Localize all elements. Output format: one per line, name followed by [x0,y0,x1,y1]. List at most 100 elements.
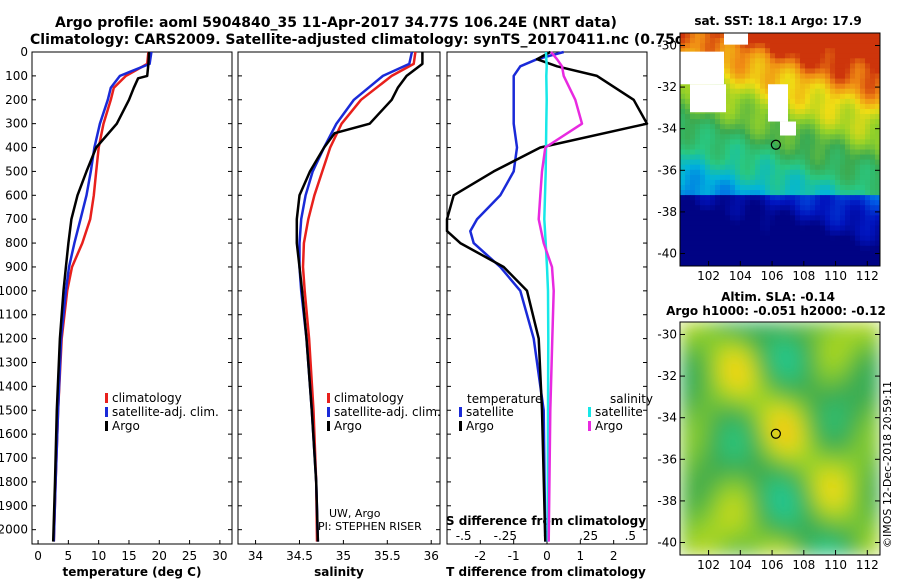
heatmap-cell [820,179,826,186]
heatmap-cell [815,78,821,85]
heatmap-cell [835,58,841,64]
heatmap-cell [825,83,831,90]
heatmap-cell [864,353,873,362]
heatmap-cell [770,144,776,151]
heatmap-cell [725,260,731,266]
heatmap-cell [726,477,735,486]
heatmap-cell [687,407,696,416]
heatmap-cell [795,134,801,140]
heatmap-cell [830,98,836,105]
heatmap-cell [726,539,735,548]
heatmap-cell [865,33,871,39]
heatmap-cell [850,83,856,90]
heatmap-cell [800,43,806,49]
heatmap-cell [725,108,731,115]
heatmap-cell [749,337,758,346]
heatmap-cell [765,103,771,110]
heatmap-cell [680,205,686,211]
heatmap-cell [726,322,735,331]
heatmap-cell [680,230,686,237]
heatmap-cell [780,446,789,455]
heatmap-cell [740,245,746,252]
heatmap-cell [718,477,727,486]
heatmap-cell [718,485,727,494]
heatmap-cell [855,220,861,227]
map-lat-label: -30 [657,327,677,341]
heatmap-cell [833,322,843,331]
heatmap-cell [695,337,704,346]
heatmap-cell [760,134,766,140]
heatmap-cell [810,83,816,90]
heatmap-cell [715,129,721,135]
heatmap-cell [841,547,850,555]
heatmap-cell [720,144,726,151]
heatmap-cell [695,430,704,440]
heatmap-cell [726,376,735,385]
heatmap-cell [825,88,831,95]
heatmap-cell [710,446,720,455]
heatmap-cell [800,215,806,222]
heatmap-cell [745,103,751,110]
heatmap-cell [795,430,804,440]
heatmap-cell [803,399,812,409]
heatmap-cell [770,73,776,80]
heatmap-cell [695,454,704,463]
map-lon-label: 110 [824,269,847,283]
heatmap-cell [845,179,851,186]
heatmap-cell [760,240,766,247]
heatmap-cell [830,255,836,262]
heatmap-cell [740,129,746,135]
heatmap-cell [865,245,871,252]
heatmap-cell [845,174,851,181]
heatmap-cell [815,63,821,70]
heatmap-cell [835,149,841,156]
heatmap-cell [856,368,866,377]
heatmap-cell [835,124,841,130]
heatmap-cell [764,384,773,393]
heatmap-cell [864,329,873,339]
heatmap-cell [825,260,831,266]
heatmap-cell [718,399,727,409]
heatmap-cell [795,235,801,242]
heatmap-cell [715,210,721,216]
heatmap-cell [710,492,720,502]
heatmap-cell [805,124,811,130]
heatmap-cell [780,210,786,216]
depth-tick-label: 1300 [0,355,28,369]
heatmap-cell [810,154,816,161]
heatmap-cell [750,144,756,151]
heatmap-cell [735,195,741,201]
heatmap-cell [860,139,866,146]
heatmap-cell [875,38,880,44]
heatmap-cell [872,399,880,409]
heatmap-cell [818,337,827,346]
heatmap-cell [865,78,871,85]
heatmap-cell [826,539,835,548]
heatmap-cell [785,139,791,146]
heatmap-cell [730,164,736,171]
heatmap-cell [760,48,766,54]
heatmap-cell [800,169,806,176]
heatmap-cell [687,469,696,478]
heatmap-cell [733,384,743,393]
heatmap-cell [787,376,796,385]
heatmap-cell [780,469,789,478]
heatmap-cell [765,124,771,130]
heatmap-cell [720,139,726,146]
heatmap-cell [718,322,727,331]
heatmap-cell [830,88,836,95]
heatmap-cell [695,200,701,206]
heatmap-cell [720,159,726,166]
heatmap-cell [860,260,866,266]
heatmap-cell [749,329,758,339]
heatmap-cell [803,415,812,424]
heatmap-cell [690,225,696,232]
heatmap-cell [730,220,736,227]
heatmap-cell [795,391,804,401]
heatmap-cell [830,195,836,201]
heatmap-cell [845,235,851,242]
heatmap-cell [710,230,716,237]
heatmap-cell [830,53,836,59]
heatmap-cell [680,240,686,247]
heatmap-cell [756,500,766,509]
